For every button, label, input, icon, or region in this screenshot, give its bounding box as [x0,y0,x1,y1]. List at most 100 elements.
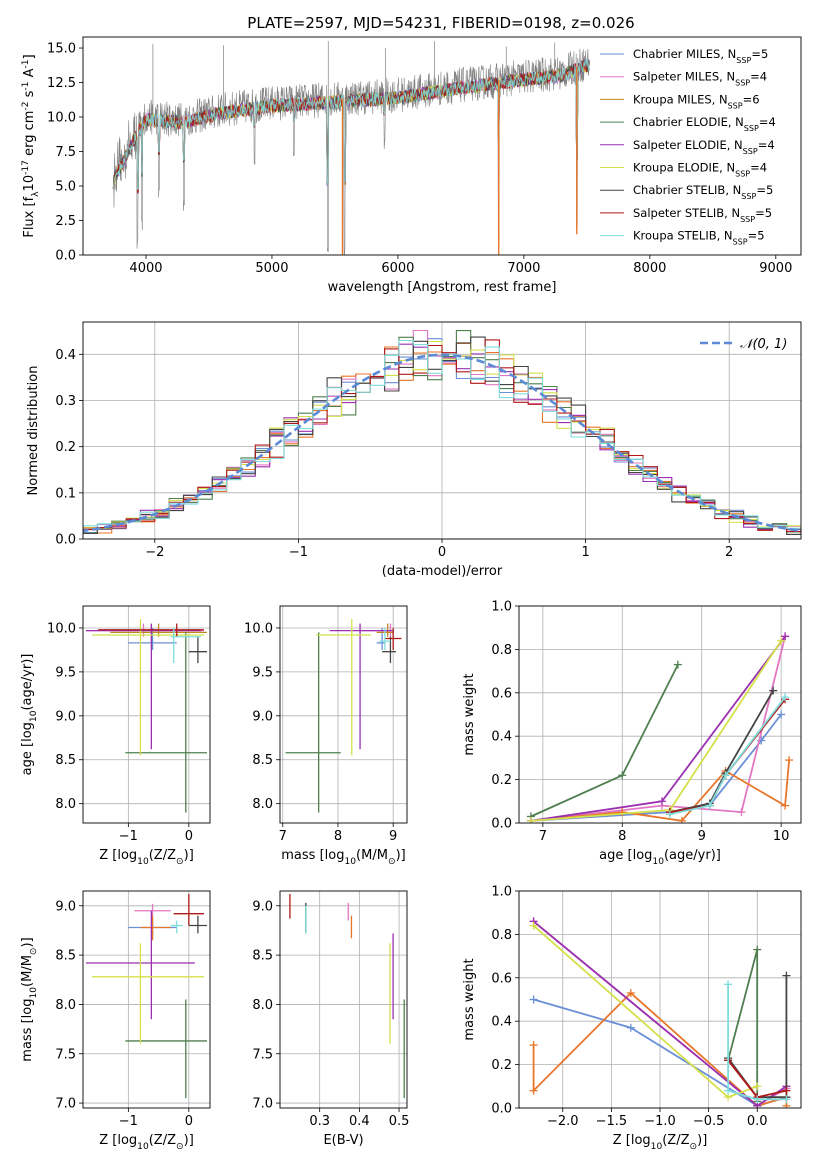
y-tick-label: 0.4 [491,1015,512,1030]
text-run: ⊙ [29,947,39,955]
x-tick-label: 7000 [507,261,540,276]
text-run: =4 [750,161,767,175]
spectrum-panel: 4000 5000 6000 7000 8000 9000 0.0 2.5 5.0 7.5 10.0… [21,36,802,295]
text-run: (age/yr)] [664,848,721,863]
x-axis-label: mass [log10(M/M⊙)] [281,848,405,867]
x-tick-label: −2 [145,545,164,560]
plot-area [86,893,207,1099]
x-axis-label: age [log10(age/yr)] [599,848,721,867]
plot-area [526,632,794,823]
x-tick-label: 9 [389,829,397,844]
series-line [533,925,758,1099]
x-tick-label: −1 [289,545,308,560]
y-axis-label: Flux [fλ10-17 erg cm-2 s-1 A-1] [21,54,41,237]
legend-label: Kroupa ELODIE, NSSP=4 [633,161,767,179]
text-run: ⊙ [690,1142,698,1152]
text-run: )] [697,1133,707,1148]
x-tick-label: 8 [334,829,342,844]
x-tick-label: 9000 [759,261,792,276]
axes-frame [279,890,408,1109]
text-run: )] [184,1133,194,1148]
figure-title: PLATE=2597, MJD=54231, FIBERID=0198, z=0… [247,14,634,32]
y-axis-label: mass weight [462,673,477,755]
y-tick-label: 7.5 [55,145,76,160]
y-tick-label: 0.2 [491,1058,512,1073]
text-run: 10 [137,1142,149,1152]
text-run: 10 [22,175,37,192]
text-run: mass weight [462,958,477,1040]
text-run: ⊙ [176,857,184,867]
text-run: ⊙ [176,1142,184,1152]
x-axis-label: E(B-V) [323,1133,363,1148]
x-tick-label: −2.0 [547,1114,579,1129]
text-run: (age/yr)] [20,654,35,711]
text-run: Flux [f [22,196,37,237]
text-run: (data-model)/error [382,564,503,579]
text-run: SSP [741,192,756,201]
x-tick-label: 4000 [129,261,162,276]
y-axis-label: age [log10(age/yr)] [20,654,39,776]
x-axis-label: wavelength [Angstrom, rest frame] [328,280,557,295]
text-run: Chabrier STELIB, N [633,183,741,197]
y-tick-label: 12.5 [47,76,76,91]
y-tick-label: 9.0 [55,709,76,724]
text-run: =5 [756,183,773,197]
mass-weight-vs-metallicity-panel: −2.0 −1.5 −1.0 −0.5 0.0 0.0 0.2 0.4 0.6 0.8 1.0 Z [… [462,885,802,1152]
legend-label: 𝒩(0, 1) [740,337,787,352]
y-tick-label: 8.5 [55,949,76,964]
series-line [530,636,786,822]
y-tick-label: 8.5 [252,753,273,768]
y-tick-label: 15.0 [47,42,76,57]
legend-label: Kroupa STELIB, NSSP=5 [633,229,765,247]
y-tick-label: 8.0 [252,797,273,812]
x-tick-label: 0.0 [747,1114,768,1129]
series-line [669,696,786,816]
text-run: -1 [21,82,31,91]
text-run: A [22,68,37,81]
x-tick-label: 7 [539,829,547,844]
y-tick-label: 0.2 [55,440,76,455]
text-run: =4 [759,115,776,129]
series-line [727,984,787,1101]
x-axis-label: Z [log10(Z/Z⊙)] [99,1133,194,1152]
y-tick-label: 2.5 [55,214,76,229]
y-tick-label: 0.0 [491,1102,512,1117]
plot-area [289,893,405,1099]
y-tick-label: 5.0 [55,180,76,195]
text-run: age [log [20,722,35,775]
x-tick-label: 5000 [255,261,288,276]
legend-label: Chabrier MILES, NSSP=5 [633,47,768,65]
text-run: Chabrier ELODIE, N [633,115,744,129]
y-tick-label: 0.6 [491,686,512,701]
x-tick-label: 0 [438,545,446,560]
text-run: (M/M [356,848,388,863]
axes-frame [518,605,802,824]
text-run: =4 [750,70,767,84]
text-run: SSP [736,56,751,65]
text-run: Z [log [99,848,137,863]
axes-frame [82,890,211,1109]
y-tick-label: 0.6 [491,971,512,986]
y-tick-label: 7.0 [252,1097,273,1112]
text-run: )] [396,848,406,863]
legend-label: Salpeter MILES, NSSP=4 [633,70,767,88]
text-run: SSP [728,101,743,110]
text-run: =4 [758,138,775,152]
x-tick-label: −1 [119,1114,138,1129]
x-axis-label: (data-model)/error [382,564,503,579]
text-run: (M/M [20,955,35,987]
text-run: ] [22,54,37,59]
axes-frame [82,36,802,256]
text-run: Salpeter MILES, N [633,70,735,84]
age-vs-mass-panel: 7 8 9 8.0 8.5 9.0 9.5 10.0 mass [log10(M/M⊙)] [244,605,408,867]
text-run: SSP [740,214,755,223]
plot-area [112,41,590,255]
text-run: Kroupa ELODIE, N [633,161,735,175]
text-run: -2 [21,102,31,111]
text-run: wavelength [Angstrom, rest frame] [328,280,557,295]
text-run: age [log [599,848,652,863]
x-tick-label: −1.5 [596,1114,628,1129]
text-run: (Z/Z [149,848,176,863]
age-vs-metallicity-panel: −1 08.08.59.09.510.0Z [log10(Z/Z⊙)]age [l… [20,605,211,867]
y-tick-label: 1.0 [491,600,512,615]
